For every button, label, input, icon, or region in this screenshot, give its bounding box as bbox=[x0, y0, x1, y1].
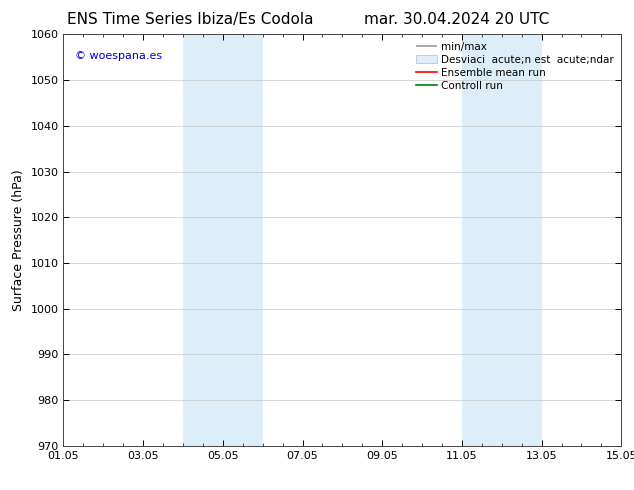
Text: © woespana.es: © woespana.es bbox=[75, 51, 162, 61]
Text: mar. 30.04.2024 20 UTC: mar. 30.04.2024 20 UTC bbox=[364, 12, 549, 27]
Legend: min/max, Desviaci  acute;n est  acute;ndar, Ensemble mean run, Controll run: min/max, Desviaci acute;n est acute;ndar… bbox=[414, 40, 616, 93]
Bar bbox=[462, 34, 541, 446]
Y-axis label: Surface Pressure (hPa): Surface Pressure (hPa) bbox=[12, 169, 25, 311]
Bar bbox=[183, 34, 262, 446]
Text: ENS Time Series Ibiza/Es Codola: ENS Time Series Ibiza/Es Codola bbox=[67, 12, 313, 27]
